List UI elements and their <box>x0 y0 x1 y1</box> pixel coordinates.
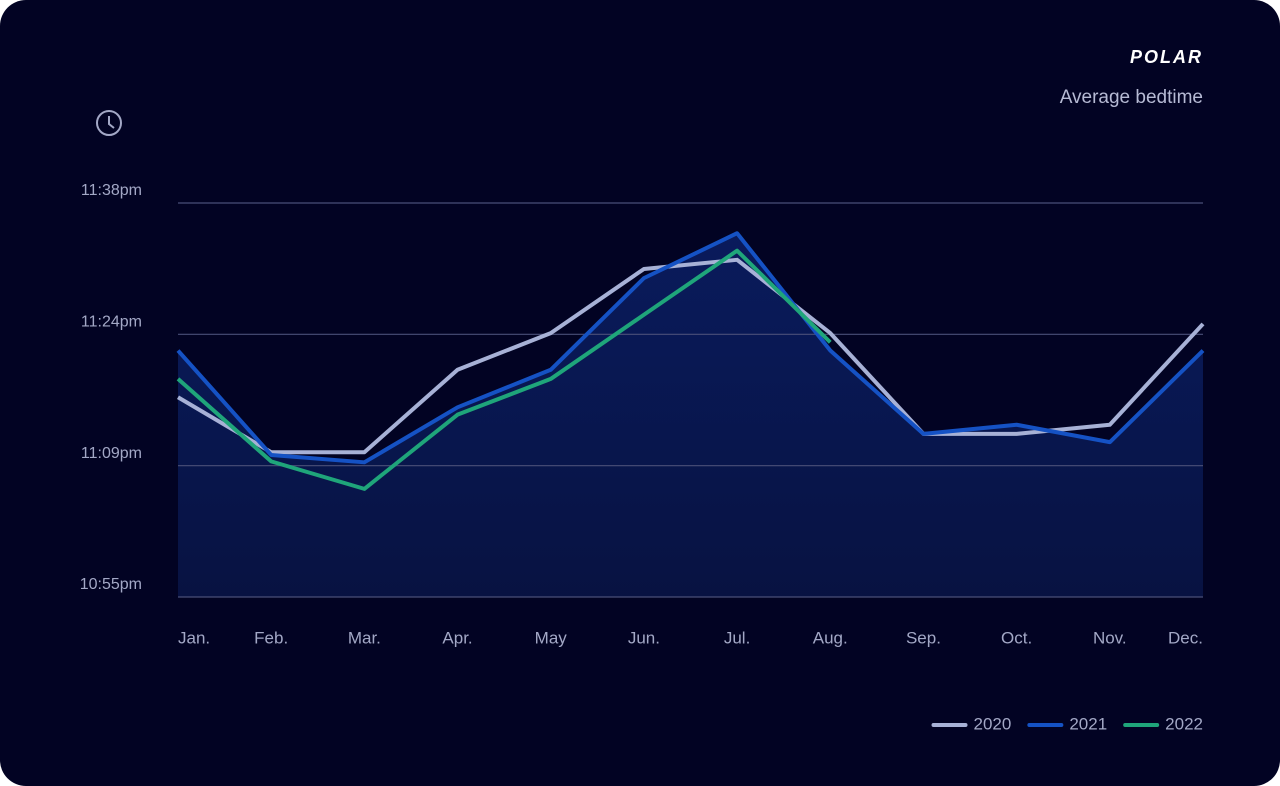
legend-label: 2021 <box>1069 714 1107 733</box>
clock-icon <box>96 110 122 136</box>
line <box>176 248 832 491</box>
x-tick-label: Dec. <box>1168 628 1203 647</box>
chart-title: Average bedtime <box>1060 87 1203 108</box>
x-tick-label: Jul. <box>724 628 750 647</box>
brand-logo: POLAR <box>1130 47 1203 67</box>
legend-label: 2020 <box>974 714 1012 733</box>
x-tick-label: Nov. <box>1093 628 1127 647</box>
x-tick-label: May <box>535 628 568 647</box>
x-tick-label: Sep. <box>906 628 941 647</box>
line <box>176 231 1205 465</box>
x-tick-label: Mar. <box>348 628 381 647</box>
x-tick-label: Aug. <box>813 628 848 647</box>
y-tick-label: 11:09pm <box>81 445 142 462</box>
x-tick-label: Feb. <box>254 628 288 647</box>
x-tick-label: Apr. <box>442 628 472 647</box>
y-tick-label: 11:24pm <box>81 314 142 331</box>
y-tick-label: 11:38pm <box>81 182 142 199</box>
x-tick-label: Jan. <box>178 628 210 647</box>
legend-label: 2022 <box>1165 714 1203 733</box>
line <box>176 257 1205 455</box>
x-tick-label: Jun. <box>628 628 660 647</box>
y-tick-label: 10:55pm <box>80 576 142 593</box>
x-tick-label: Oct. <box>1001 628 1032 647</box>
area <box>178 233 1203 597</box>
